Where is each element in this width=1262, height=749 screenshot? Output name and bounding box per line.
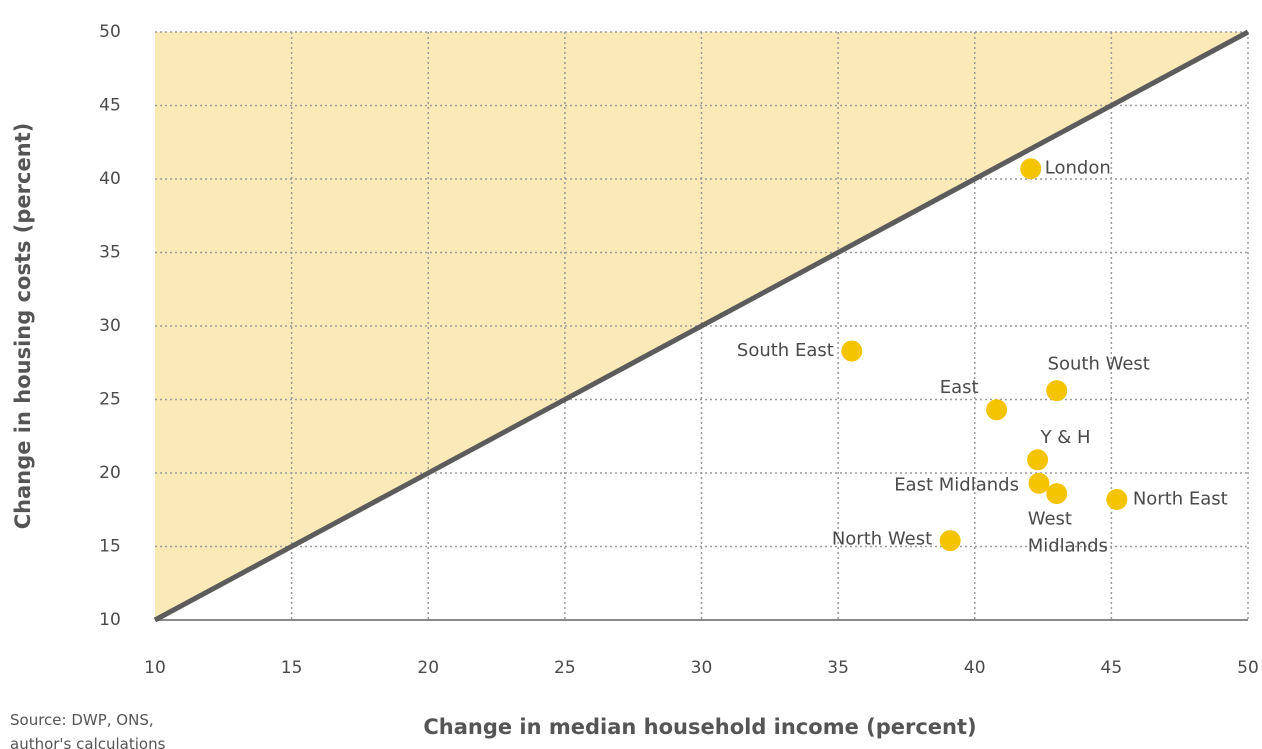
point-label: South East (737, 340, 834, 361)
y-tick-label: 15 (99, 537, 121, 557)
y-tick-label: 40 (99, 169, 121, 189)
point (1046, 380, 1068, 402)
point (1027, 449, 1049, 471)
y-tick-label: 25 (99, 390, 121, 410)
point (1106, 488, 1128, 510)
y-tick-label: 50 (99, 22, 121, 42)
point-label: East Midlands (894, 474, 1019, 495)
x-tick-label: 30 (691, 658, 713, 678)
y-tick-label: 35 (99, 243, 121, 263)
y-tick-label: 20 (99, 463, 121, 483)
x-tick-label: 15 (281, 658, 303, 678)
y-tick-label: 10 (99, 610, 121, 630)
x-axis-title: Change in median household income (perce… (423, 715, 976, 739)
x-tick-label: 50 (1237, 658, 1259, 678)
point-label: West Midlands (1028, 509, 1108, 557)
y-axis-title: Change in housing costs (percent) (11, 123, 35, 530)
point-label: Y & H (1040, 427, 1091, 448)
point (986, 399, 1008, 421)
point-label: North East (1133, 488, 1228, 509)
x-tick-label: 40 (964, 658, 986, 678)
point (1046, 483, 1068, 505)
point (841, 340, 863, 362)
point (939, 530, 961, 552)
point-label: North West (832, 529, 932, 550)
point (1020, 158, 1042, 180)
x-tick-label: 25 (554, 658, 576, 678)
point (1028, 472, 1050, 494)
y-tick-label: 45 (99, 96, 121, 116)
point-label: London (1045, 158, 1111, 179)
x-tick-label: 45 (1101, 658, 1123, 678)
y-tick-label: 30 (99, 316, 121, 336)
reference-line (153, 29, 1250, 623)
x-tick-label: 10 (144, 658, 166, 678)
point-label: South West (1048, 354, 1150, 375)
point-label: East (940, 377, 979, 398)
x-tick-label: 20 (417, 658, 439, 678)
source-note: Source: DWP, ONS, author's calculations (10, 711, 166, 749)
x-tick-label: 35 (827, 658, 849, 678)
